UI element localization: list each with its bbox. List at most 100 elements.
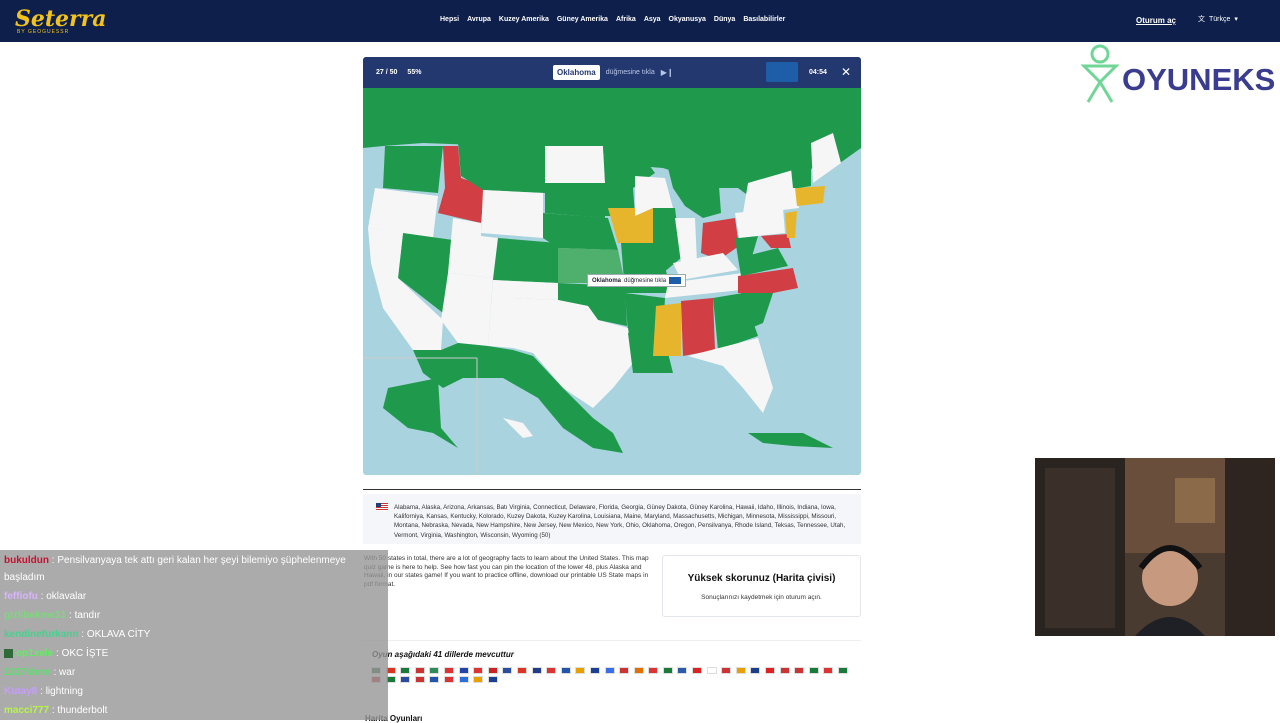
language-flag-icon[interactable] — [706, 667, 717, 674]
nav-item-kuzey-amerika[interactable]: Kuzey Amerika — [498, 16, 549, 23]
chat-message: 1337khrm : war — [4, 667, 76, 678]
high-score-subtitle[interactable]: Sonuçlarınızı kaydetmek için oturum açın… — [701, 594, 822, 601]
state-south-carolina — [741, 293, 773, 328]
language-flag-icon[interactable] — [458, 676, 469, 683]
chat-message: başladım — [4, 572, 45, 583]
prompt-text: düğmesine tıkla — [605, 69, 655, 76]
language-flag-icon[interactable] — [458, 667, 469, 674]
nav-item-avrupa[interactable]: Avrupa — [467, 16, 491, 23]
state-colorado — [493, 238, 558, 283]
nav-item-guney-amerika[interactable]: Güney Amerika — [556, 16, 608, 23]
progress-count: 27 / 50 — [376, 69, 398, 76]
tooltip-state-name: Oklahoma — [592, 277, 622, 284]
language-flag-icon[interactable] — [516, 667, 527, 674]
state-idaho — [438, 146, 485, 223]
language-flag-icon[interactable] — [589, 667, 600, 674]
tooltip-flag-icon — [669, 277, 682, 284]
language-flag-icon[interactable] — [546, 667, 557, 674]
state-west-virginia — [735, 236, 758, 260]
nav-item-asya[interactable]: Asya — [643, 16, 661, 23]
language-flag-icon[interactable] — [648, 667, 659, 674]
language-flag-icon[interactable] — [487, 676, 498, 683]
language-flag-icon[interactable] — [779, 667, 790, 674]
chat-username: kendinefurkann — [4, 629, 79, 640]
chat-message: kendinefurkann : OKLAVA CİTY — [4, 629, 151, 640]
language-flag-icon[interactable] — [560, 667, 571, 674]
language-flag-icon[interactable] — [400, 667, 411, 674]
language-flag-icon[interactable] — [443, 676, 454, 683]
skip-icon[interactable]: ▶❙ — [660, 68, 674, 77]
oyuneks-wordmark: OYUNEKS — [1122, 62, 1276, 97]
chat-text: OKLAVA CİTY — [86, 629, 151, 640]
nav-item-dunya[interactable]: Dünya — [713, 16, 736, 23]
language-flag-icon[interactable] — [823, 667, 834, 674]
oyuneks-figure-icon — [1080, 44, 1120, 103]
state-new-mexico — [488, 280, 558, 348]
state-maine — [811, 133, 841, 183]
language-flag-icon[interactable] — [502, 667, 513, 674]
language-flag-icon[interactable] — [692, 667, 703, 674]
nav-item-basilabilirler[interactable]: Basılabilirler — [743, 16, 786, 23]
language-flag-icon[interactable] — [414, 676, 425, 683]
state-nevada — [398, 233, 453, 313]
language-selector[interactable]: 文 Türkçe ▾ — [1198, 14, 1238, 24]
section-divider — [363, 489, 861, 490]
chat-text: thunderbolt — [57, 705, 108, 716]
language-flag-icon[interactable] — [838, 667, 848, 674]
chat-text: tandır — [74, 610, 101, 621]
game-description: With 50 states in total, there are a lot… — [364, 555, 649, 588]
language-flag-icon[interactable] — [677, 667, 688, 674]
state-north-carolina — [738, 268, 798, 293]
close-icon[interactable]: ✕ — [841, 65, 852, 79]
category-nav: Hepsi Avrupa Kuzey Amerika Güney Amerika… — [440, 16, 785, 23]
language-flag-icon[interactable] — [400, 676, 411, 683]
chevron-down-icon: ▾ — [1234, 16, 1238, 23]
chat-text: oklavalar — [46, 591, 87, 602]
language-flag-icon[interactable] — [619, 667, 630, 674]
high-score-title: Yüksek skorunuz (Harita çivisi) — [687, 573, 836, 584]
chat-message: bukuldun : Pensilvanyaya tek attı geri k… — [4, 555, 346, 566]
language-flag-icon[interactable] — [473, 667, 484, 674]
state-new-hampshire — [799, 166, 811, 188]
state-texas — [513, 298, 633, 408]
state-nebraska — [543, 213, 618, 250]
language-flag-icon[interactable] — [531, 667, 542, 674]
us-states-map[interactable] — [363, 88, 861, 475]
language-flag-icon[interactable] — [633, 667, 644, 674]
states-list-box: Alabama, Alaska, Arizona, Arkansas, Batı… — [363, 494, 861, 544]
chat-badge-icon — [4, 648, 13, 658]
language-flag-icon[interactable] — [735, 667, 746, 674]
nav-item-hepsi[interactable]: Hepsi — [440, 16, 460, 23]
language-flag-icon[interactable] — [429, 667, 440, 674]
state-arizona — [441, 273, 493, 346]
nav-item-okyanusya[interactable]: Okyanusya — [668, 16, 706, 23]
chat-username: bukuldun — [4, 555, 49, 566]
language-flag-icon[interactable] — [575, 667, 586, 674]
progress-percent: 55% — [407, 69, 422, 76]
language-flag-icon[interactable] — [750, 667, 761, 674]
nav-item-afrika[interactable]: Afrika — [615, 16, 636, 23]
language-flag-icon[interactable] — [429, 676, 440, 683]
seterra-logo[interactable]: Seterra — [15, 6, 107, 32]
language-flag-icon[interactable] — [443, 667, 454, 674]
state-utah — [448, 218, 498, 278]
language-flag-icon[interactable] — [662, 667, 673, 674]
us-flag-icon — [376, 503, 388, 511]
language-flag-icon[interactable] — [794, 667, 805, 674]
language-flag-icon[interactable] — [414, 667, 425, 674]
logo-subtitle: BY GEOGUESSR — [17, 29, 70, 35]
stream-chat-overlay: bukuldun : Pensilvanyaya tek attı geri k… — [0, 550, 388, 720]
language-flag-icon[interactable] — [808, 667, 819, 674]
language-flag-icon[interactable] — [487, 667, 498, 674]
language-flag-icon[interactable] — [721, 667, 732, 674]
login-link[interactable]: Oturum aç — [1136, 16, 1177, 25]
language-flag-icon[interactable] — [473, 676, 484, 683]
chat-text: Pensilvanyaya tek attı geri kalan her şe… — [57, 555, 346, 566]
state-tennessee — [665, 273, 743, 298]
high-score-card: Yüksek skorunuz (Harita çivisi) Sonuçlar… — [662, 555, 861, 617]
translate-icon: 文 — [1198, 16, 1205, 23]
chat-text: OKC İŞTE — [61, 648, 109, 659]
language-flag-icon[interactable] — [604, 667, 615, 674]
language-flag-icon[interactable] — [765, 667, 776, 674]
tooltip-text: düğmesine tıkla — [624, 277, 667, 284]
